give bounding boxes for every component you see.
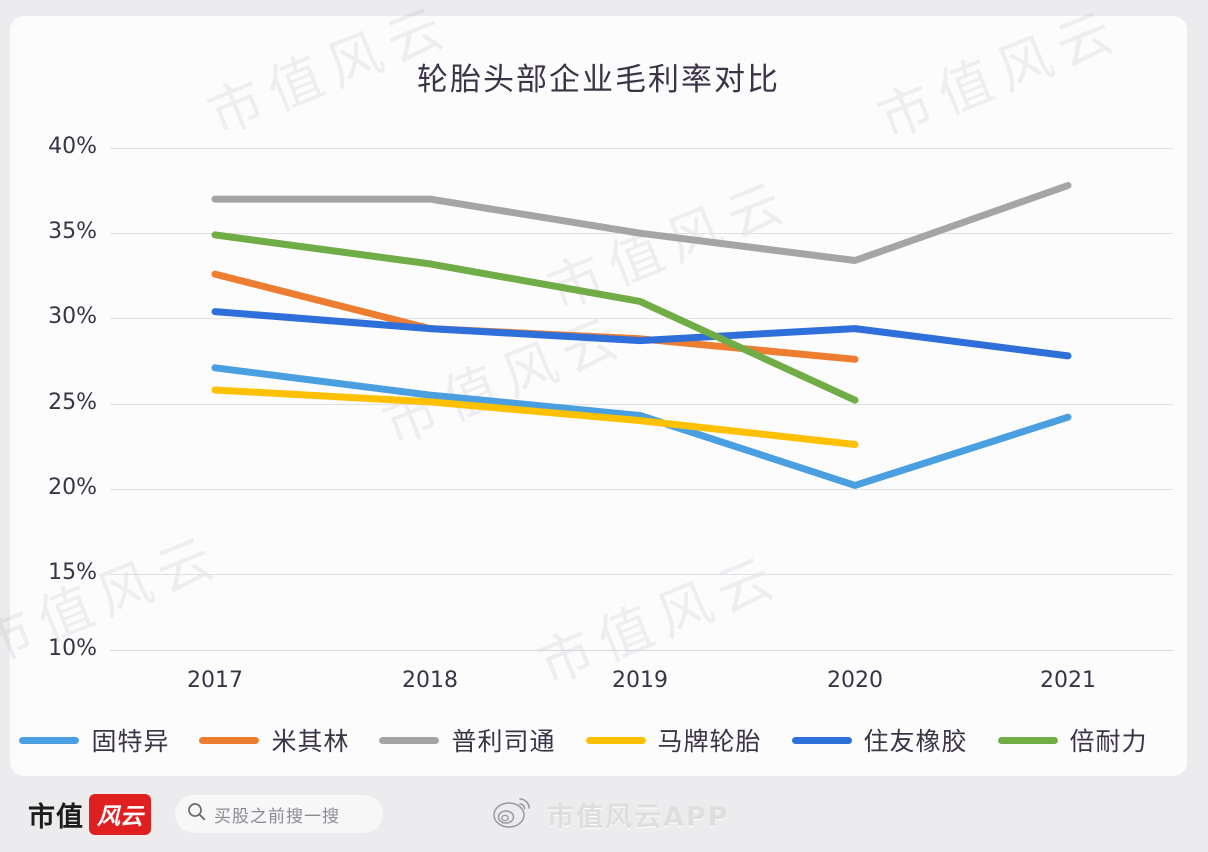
x-axis-tick-label: 2018 — [402, 668, 458, 693]
chart-title: 轮胎头部企业毛利率对比 — [417, 62, 780, 98]
legend-item[interactable]: 固特异 — [19, 722, 199, 758]
app-promo: 市值风云APP — [493, 795, 729, 834]
weibo-icon — [493, 795, 535, 834]
x-axis-tick-label: 2020 — [827, 668, 883, 693]
gridline — [110, 574, 1173, 575]
x-axis-tick-label: 2017 — [187, 668, 243, 693]
brand-name: 市值 — [28, 801, 84, 833]
x-axis-tick-label: 2019 — [612, 668, 668, 693]
line-series — [211, 308, 1072, 360]
legend-item[interactable]: 马牌轮胎 — [585, 722, 792, 758]
search-input[interactable]: 买股之前搜一搜 — [175, 795, 383, 833]
gridline — [110, 318, 1173, 319]
legend-item[interactable]: 普利司通 — [379, 722, 585, 758]
search-placeholder: 买股之前搜一搜 — [214, 806, 340, 827]
gridline — [110, 404, 1173, 405]
brand-badge: 风云 — [89, 793, 151, 835]
app-label: 市值风云APP — [547, 801, 730, 833]
line-series — [211, 231, 859, 404]
legend-item[interactable]: 倍耐力 — [997, 722, 1178, 758]
legend-label: 住友橡胶 — [863, 727, 968, 756]
line-series — [211, 182, 1072, 264]
bottom-bar: 市值 风云 买股之前搜一搜 市值风云A — [0, 776, 1208, 852]
legend-color-swatch — [19, 736, 80, 744]
brand-logo: 市值 风云 — [28, 793, 151, 835]
chart-card-inner — [22, 16, 1187, 776]
plot-area: 40% 35% 30% 25% 20% 15% 10% 2017 2018 20… — [48, 134, 1175, 693]
chart-legend: 固特异 米其林 普利司通 马牌轮胎 住友橡胶 倍耐力 — [10, 722, 1187, 758]
axis-line — [110, 650, 1173, 651]
legend-item[interactable]: 米其林 — [199, 722, 379, 758]
chart-card: 市值风云 市值风云 市值风云 市值风云 市值风云 市值风云 轮胎头部企业毛利率对… — [0, 0, 1187, 776]
search-icon — [187, 802, 206, 826]
x-axis-tick-label: 2021 — [1040, 668, 1096, 693]
gridline — [110, 489, 1173, 490]
y-axis-tick-label: 40% — [48, 134, 97, 159]
legend-color-swatch — [379, 736, 440, 744]
legend-label: 普利司通 — [451, 727, 556, 756]
y-axis-tick-label: 15% — [48, 560, 97, 585]
y-axis-tick-label: 30% — [48, 304, 97, 329]
legend-label: 固特异 — [91, 727, 170, 756]
line-series — [211, 364, 1072, 489]
y-axis-tick-label: 25% — [48, 390, 97, 415]
legend-color-swatch — [997, 736, 1058, 744]
line-series-layer — [211, 182, 1072, 489]
legend-item[interactable]: 住友橡胶 — [791, 722, 998, 758]
legend-color-swatch — [585, 736, 646, 744]
line-series — [211, 386, 859, 448]
gridline — [110, 148, 1173, 149]
y-axis-tick-label: 20% — [48, 475, 97, 500]
y-axis-tick-label: 35% — [48, 219, 97, 244]
legend-color-swatch — [199, 736, 260, 744]
legend-label: 倍耐力 — [1069, 727, 1148, 756]
legend-color-swatch — [791, 736, 852, 744]
legend-label: 米其林 — [271, 727, 350, 756]
y-axis-tick-label: 10% — [48, 636, 97, 661]
legend-label: 马牌轮胎 — [657, 727, 762, 756]
